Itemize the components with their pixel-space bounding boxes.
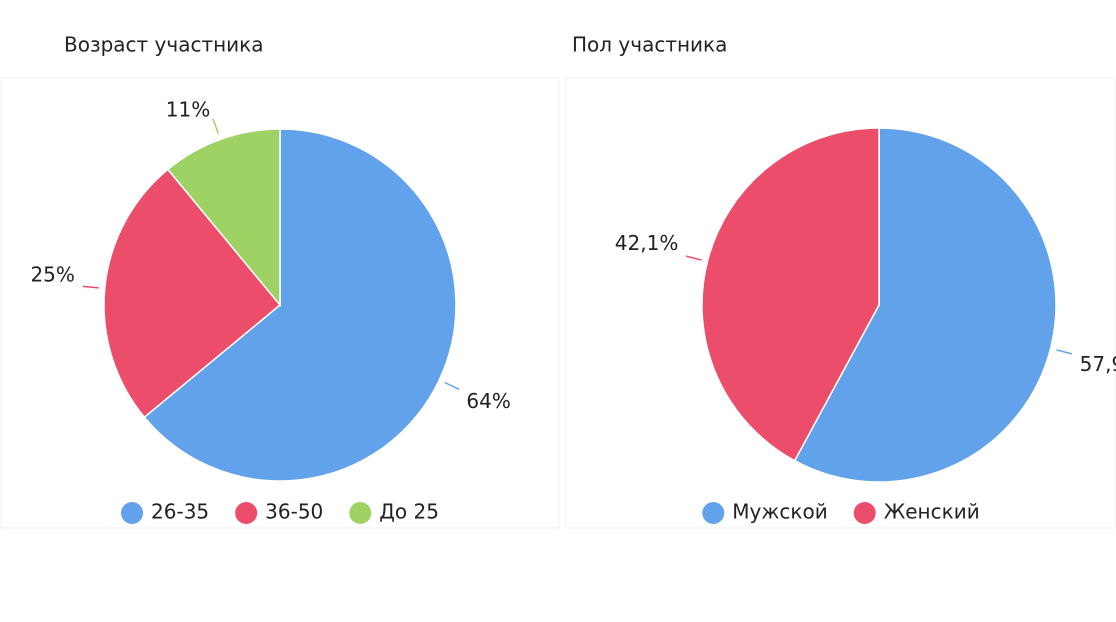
data-label: 11% (166, 98, 210, 122)
legend-label: Женский (884, 500, 980, 524)
data-label: 25% (30, 263, 74, 287)
legend-label: 36-50 (265, 500, 323, 524)
legend-item: Мужской (702, 500, 828, 524)
legend-swatch (235, 502, 258, 524)
legend-item: Женский (853, 500, 980, 524)
legend-swatch (121, 502, 144, 524)
leader-line (444, 381, 460, 390)
leader-line (212, 118, 220, 135)
legend-swatch (349, 502, 372, 524)
pie-slice (701, 127, 880, 462)
legend-swatch (702, 502, 725, 524)
legend-item: До 25 (349, 500, 439, 524)
legend-item: 26-35 (121, 500, 209, 524)
data-label: 64% (466, 389, 510, 413)
legend-label: Мужской (732, 500, 827, 524)
data-label: 57,9% (1080, 352, 1116, 376)
pie-slice (793, 127, 1057, 483)
legend-label: До 25 (379, 500, 439, 524)
chart-title: Пол участника (572, 33, 727, 57)
leader-line (685, 255, 702, 261)
pie-slice (143, 128, 457, 482)
leader-line (1056, 349, 1073, 355)
legend-item: 36-50 (235, 500, 323, 524)
legend-swatch (853, 502, 876, 524)
data-label: 42,1% (615, 231, 679, 255)
chart-title: Возраст участника (64, 33, 264, 57)
legend-label: 26-35 (151, 500, 209, 524)
pie-slice (103, 168, 282, 419)
leader-line (82, 285, 99, 289)
pie-slice (166, 128, 281, 308)
